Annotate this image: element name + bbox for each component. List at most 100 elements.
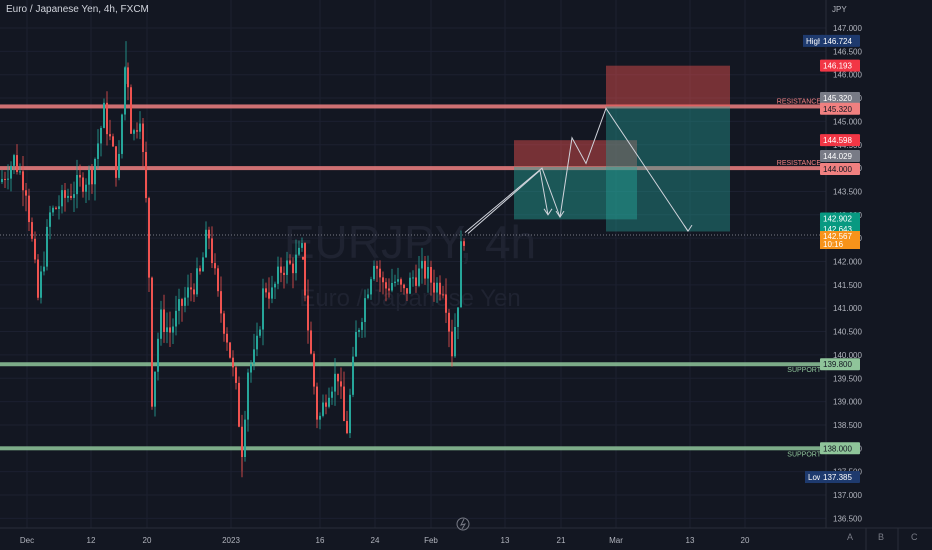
time-tick-label: Dec <box>20 536 34 545</box>
candle-body <box>127 67 129 88</box>
candle-body <box>358 329 360 332</box>
candle-body <box>43 266 45 272</box>
horizontal-levels[interactable]: RESISTANCE RESISTANCE SUPPORT SUPPORT <box>0 98 826 458</box>
candle-body <box>367 294 369 299</box>
price-tick-label: 145.000 <box>833 117 862 126</box>
time-tick-label: 24 <box>371 536 380 545</box>
price-axis[interactable]: JPY147.000146.500146.000145.500145.00014… <box>803 0 932 528</box>
price-tick-label: 140.500 <box>833 328 862 337</box>
last-price-bg <box>820 231 860 250</box>
candle-body <box>10 165 12 179</box>
axis-button-a[interactable]: A <box>847 532 854 542</box>
candle-body <box>79 174 81 178</box>
candle-body <box>196 268 198 295</box>
candle-body <box>439 282 441 295</box>
candle-body <box>235 367 237 383</box>
candle-body <box>283 272 285 275</box>
price-tick-label: 139.000 <box>833 398 862 407</box>
candle-body <box>142 123 144 153</box>
candle-body <box>118 153 120 178</box>
candle-body <box>424 260 426 279</box>
short-position-reward-box-2[interactable] <box>606 106 730 232</box>
entry-red-label: 144.598 <box>823 136 852 145</box>
projection-arrows[interactable] <box>464 107 693 234</box>
candle-body <box>124 67 126 115</box>
candle-body <box>163 309 165 333</box>
green-2-label: 142.643 <box>823 225 852 234</box>
candle-body <box>22 171 24 191</box>
candle-body <box>298 247 300 255</box>
candle-body <box>304 243 306 296</box>
price-tick-label: 139.500 <box>833 374 862 383</box>
support-line-1[interactable] <box>0 362 826 367</box>
resistance-tag-2: RESISTANCE <box>777 160 822 167</box>
candle-body <box>448 312 450 332</box>
candle-body <box>1 178 3 183</box>
candle-body <box>28 195 30 223</box>
candle-body <box>433 282 435 293</box>
candle-body <box>25 190 27 196</box>
candle-body <box>400 279 402 285</box>
candle-body <box>430 266 432 283</box>
axis-button-b[interactable]: B <box>878 532 885 542</box>
low-tag-label: Low <box>808 473 823 482</box>
support-tag-2: SUPPORT <box>787 451 821 458</box>
candle-body <box>349 394 351 434</box>
candle-body <box>172 326 174 333</box>
price-tick-label: 136.500 <box>833 514 862 523</box>
countdown-label: 10:16 <box>823 240 844 249</box>
resistance-1-label-bg <box>820 102 860 115</box>
candle-body <box>442 294 444 296</box>
price-tick-label: 137.000 <box>833 491 862 500</box>
candle-body <box>16 155 18 172</box>
candle-body <box>325 402 327 407</box>
candle-body <box>100 127 102 144</box>
time-tick-label: 21 <box>557 536 566 545</box>
candle-body <box>271 287 273 299</box>
candle-body <box>412 277 414 279</box>
lightning-icon[interactable] <box>456 517 470 531</box>
tp-green-label-bg <box>820 212 860 225</box>
candle-body <box>388 288 390 291</box>
price-tick-label: 141.500 <box>833 281 862 290</box>
grid-lines <box>0 0 826 528</box>
resistance-line-2[interactable] <box>0 166 826 171</box>
candle-body <box>220 291 222 314</box>
symbol-header[interactable]: Euro / Japanese Yen, 4h, FXCM <box>6 4 149 15</box>
projection-path-2[interactable] <box>464 107 689 233</box>
resistance-line-1[interactable] <box>0 104 826 109</box>
time-tick-label: 13 <box>501 536 510 545</box>
candle-body <box>280 266 282 273</box>
candle-body <box>13 155 15 166</box>
axis-button-c[interactable]: C <box>911 532 918 542</box>
price-tick-label: 142.000 <box>833 258 862 267</box>
time-tick-label: 2023 <box>222 536 240 545</box>
candle-body <box>61 190 63 207</box>
time-axis-background <box>0 528 932 550</box>
candle-body <box>415 277 417 286</box>
candle-body <box>199 268 201 272</box>
candle-body <box>82 177 84 192</box>
time-tick-label: Mar <box>609 536 623 545</box>
candle-body <box>397 279 399 282</box>
candle-body <box>97 143 99 159</box>
candle-body <box>310 330 312 354</box>
tp-green-label: 142.902 <box>823 214 852 223</box>
candle-body <box>91 169 93 185</box>
projection-path-1[interactable] <box>467 169 549 234</box>
short-position-risk-box-2[interactable] <box>606 65 730 107</box>
candle-body <box>181 299 183 306</box>
candle-body <box>391 282 393 291</box>
time-axis[interactable]: Dec 12 20 2023 16 24 Feb 13 21 Mar 13 20 <box>0 517 932 550</box>
support-line-2[interactable] <box>0 446 826 451</box>
arrow-head-1 <box>543 208 553 216</box>
resistance-tag-1: RESISTANCE <box>777 98 822 105</box>
candle-body <box>409 277 411 294</box>
candle-body <box>307 295 309 331</box>
signal-marker <box>302 256 305 260</box>
candle-body <box>445 294 447 313</box>
candle-body <box>184 297 186 306</box>
resistance-1-grey-label-bg <box>820 92 860 105</box>
